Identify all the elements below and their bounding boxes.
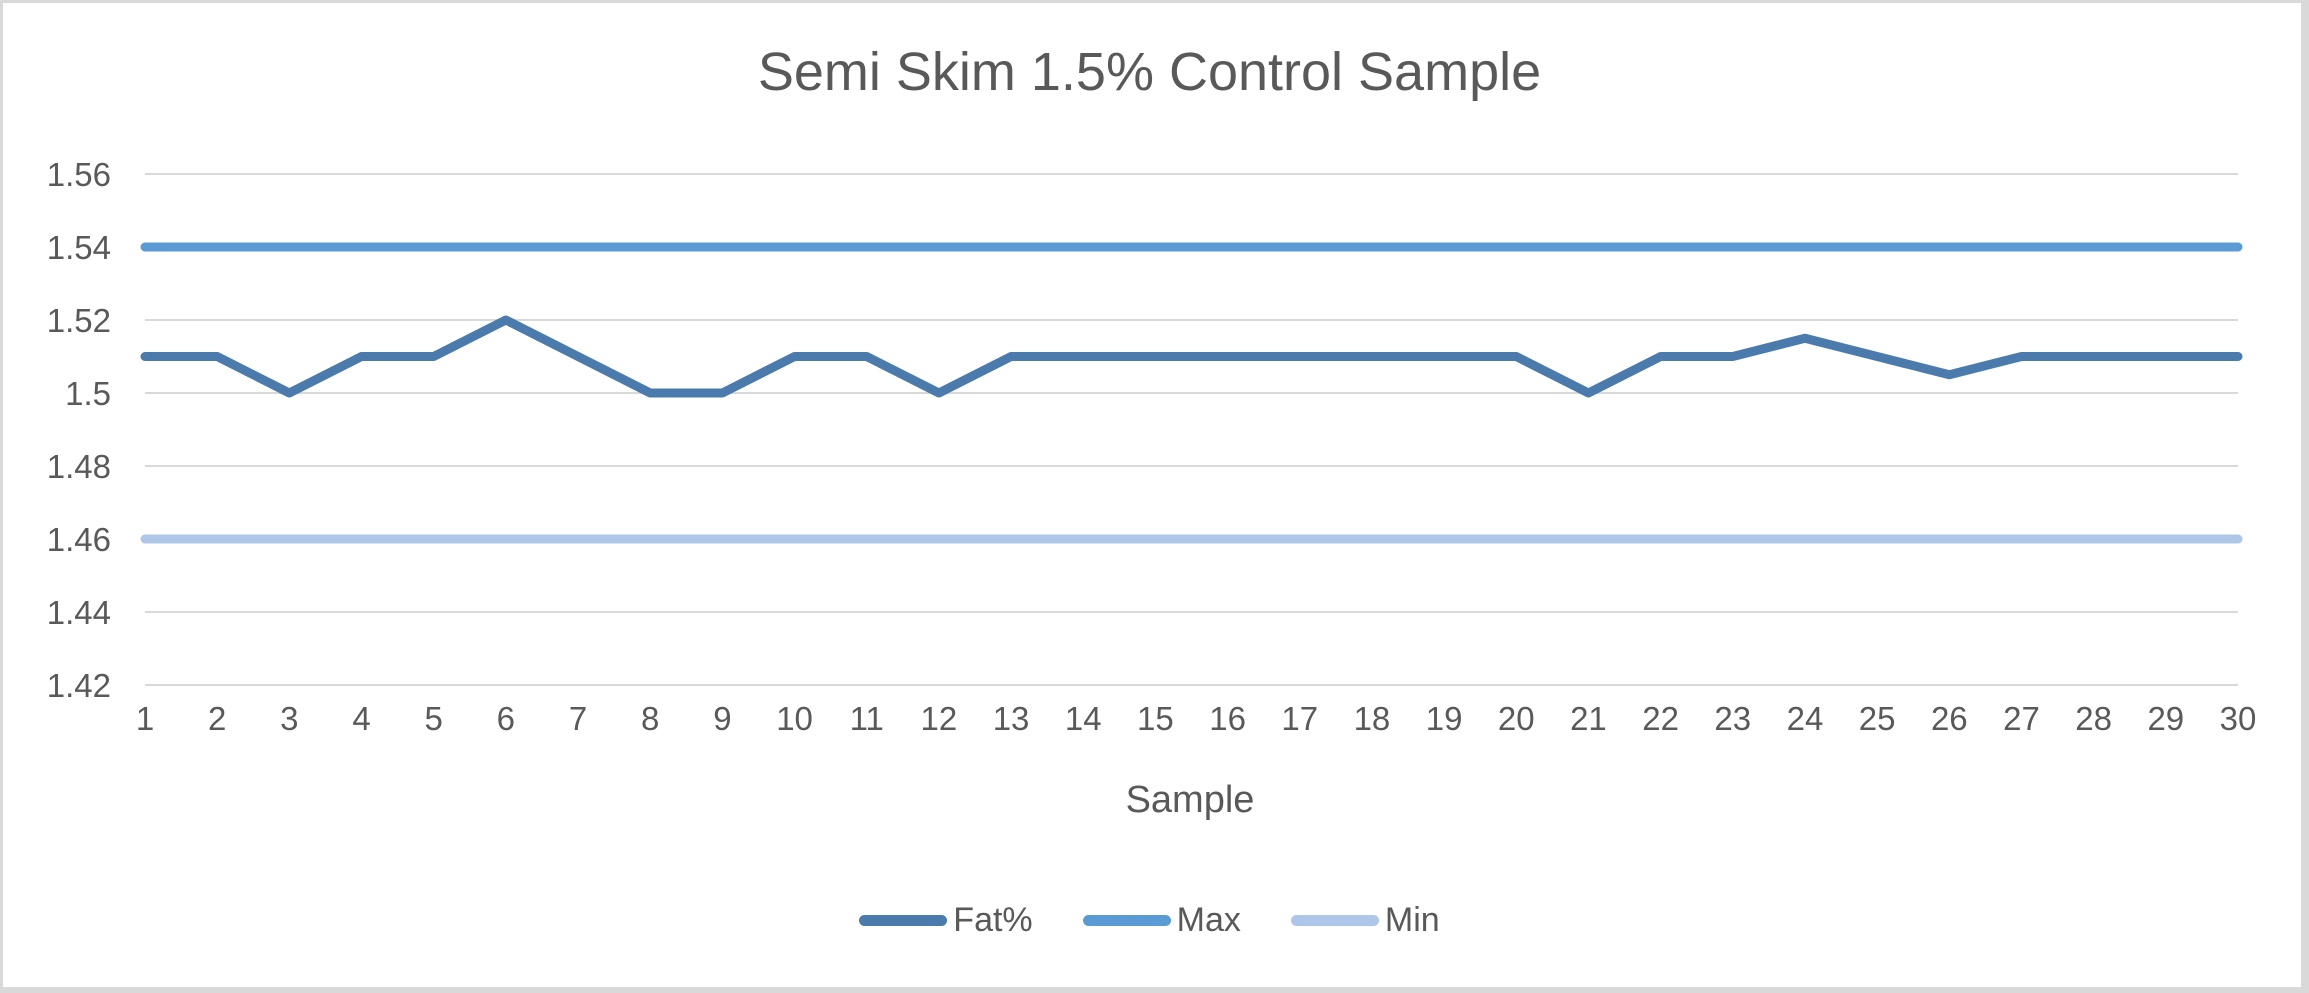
x-tick-label: 8	[641, 700, 659, 737]
x-tick-label: 5	[425, 700, 443, 737]
x-tick-label: 10	[776, 700, 813, 737]
x-tick-label: 1	[136, 700, 154, 737]
x-tick-label: 14	[1065, 700, 1102, 737]
chart-legend: Fat% Max Min	[3, 901, 2296, 940]
x-tick-label: 4	[352, 700, 370, 737]
x-tick-label: 12	[921, 700, 958, 737]
legend-item-min: Min	[1290, 901, 1440, 940]
legend-label-max: Max	[1176, 901, 1241, 939]
x-tick-label: 6	[497, 700, 515, 737]
x-tick-label: 9	[713, 700, 731, 737]
legend-swatch-min-icon	[1290, 915, 1379, 926]
legend-swatch-max-icon	[1082, 915, 1171, 926]
x-tick-label: 11	[850, 700, 884, 737]
legend-item-max: Max	[1082, 901, 1241, 940]
x-tick-label: 24	[1787, 700, 1824, 737]
y-tick-label: 1.56	[47, 156, 111, 193]
y-tick-label: 1.52	[47, 302, 111, 339]
x-tick-label: 20	[1498, 700, 1535, 737]
x-tick-label: 28	[2075, 700, 2112, 737]
x-tick-label: 3	[280, 700, 298, 737]
x-tick-label: 30	[2220, 700, 2257, 737]
y-tick-label: 1.42	[47, 667, 111, 704]
x-tick-label: 17	[1281, 700, 1318, 737]
y-tick-label: 1.5	[65, 375, 111, 412]
x-tick-label: 18	[1354, 700, 1391, 737]
x-tick-label: 19	[1426, 700, 1463, 737]
chart-title: Semi Skim 1.5% Control Sample	[757, 42, 1542, 102]
x-tick-label: 2	[208, 700, 226, 737]
x-tick-label: 23	[1714, 700, 1751, 737]
legend-item-fat: Fat%	[859, 901, 1033, 940]
y-tick-label: 1.44	[47, 594, 111, 631]
series-line-fat	[140, 315, 2243, 398]
plot-area: 1.561.541.521.51.481.461.441.421 2 3 4 5 6 7 8 9…	[47, 156, 2257, 737]
x-tick-label: 27	[2003, 700, 2040, 737]
legend-label-fat: Fat%	[953, 901, 1033, 939]
x-tick-label: 7	[569, 700, 587, 737]
legend-label-min: Min	[1384, 901, 1440, 939]
x-tick-label: 16	[1209, 700, 1246, 737]
x-tick-label: 29	[2147, 700, 2184, 737]
legend-swatch-fat-icon	[859, 915, 948, 926]
y-tick-label: 1.54	[47, 229, 111, 266]
x-tick-label: 22	[1642, 700, 1679, 737]
x-tick-label: 13	[993, 700, 1030, 737]
x-tick-label: 25	[1859, 700, 1896, 737]
x-axis-title: Sample	[1125, 779, 1255, 821]
x-tick-label: 15	[1137, 700, 1174, 737]
x-tick-label: 26	[1931, 700, 1968, 737]
x-tick-label: 21	[1570, 700, 1607, 737]
y-tick-label: 1.46	[47, 521, 111, 558]
y-tick-label: 1.48	[47, 448, 111, 485]
